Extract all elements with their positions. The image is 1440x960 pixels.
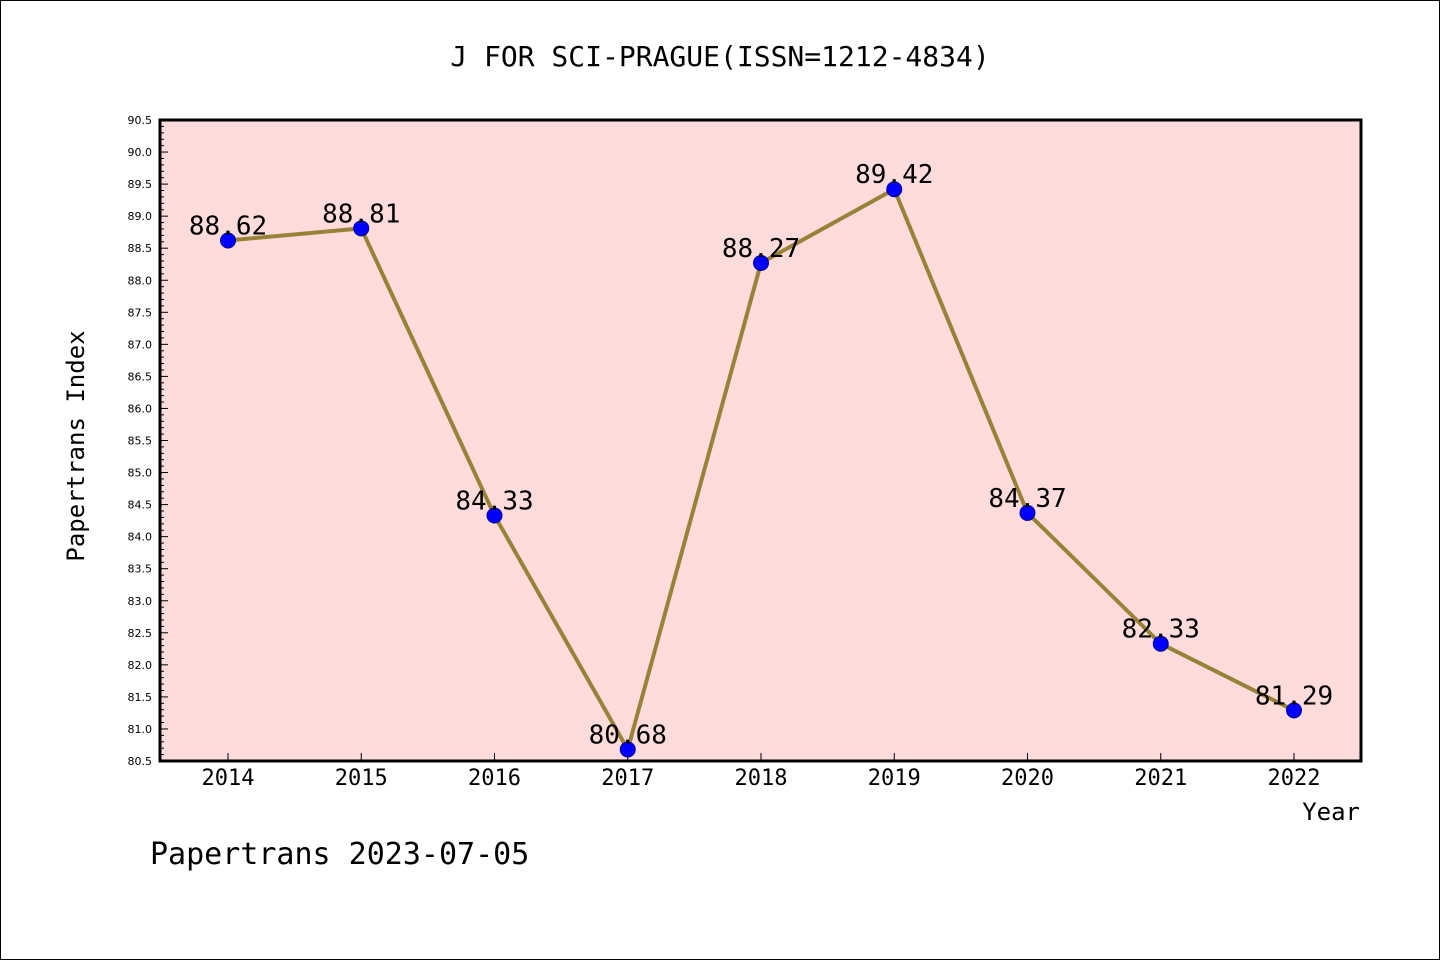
y-tick-label: 90.5 (128, 114, 153, 127)
y-tick-label: 90.0 (128, 146, 153, 159)
data-label: 89.42 (855, 160, 933, 190)
y-tick-label: 88.5 (128, 242, 153, 255)
y-axis: 80.5 81.0 81.5 82.0 82.5 83.0 83.5 84.0 84.5 85.0… (128, 114, 168, 768)
data-label: 84.33 (455, 486, 533, 516)
data-point (220, 232, 236, 249)
y-axis-label: Papertrans Index (62, 330, 90, 561)
y-tick-label: 81.0 (128, 723, 153, 736)
x-axis: 2014 2015 2016 2017 2018 2019 2020 2021 2022 (202, 753, 1321, 791)
y-tick-label: 88.0 (128, 274, 153, 287)
data-label: 82.33 (1122, 615, 1200, 645)
data-points (220, 181, 1302, 758)
x-tick-label: 2022 (1268, 766, 1321, 791)
data-point (1019, 504, 1036, 521)
data-point (619, 741, 636, 758)
data-label: 88.62 (189, 212, 267, 242)
x-tick-label: 2016 (468, 766, 521, 791)
y-tick-label: 89.5 (128, 178, 153, 191)
data-label: 88.27 (722, 234, 800, 264)
data-label: 81.29 (1255, 681, 1333, 711)
x-tick-label: 2019 (868, 766, 921, 791)
x-tick-label: 2017 (601, 766, 654, 791)
x-tick-label: 2015 (335, 766, 388, 791)
data-point (1152, 635, 1169, 652)
data-label: 80.68 (589, 720, 667, 750)
y-tick-label: 84.0 (128, 531, 153, 544)
x-tick-label: 2014 (202, 766, 255, 791)
y-tick-label: 85.0 (128, 467, 153, 480)
x-tick-label: 2020 (1001, 766, 1054, 791)
y-tick-label: 83.0 (128, 595, 153, 608)
data-labels: 88.62 88.81 84.33 80.68 88.27 89.42 84.37 82.33… (189, 160, 1333, 750)
y-tick-label: 83.5 (128, 563, 153, 576)
data-point (486, 507, 503, 524)
watermark-text: Papertrans 2023-07-05 (150, 837, 529, 872)
y-tick-label: 84.5 (128, 499, 153, 512)
y-tick-label: 85.5 (128, 435, 153, 448)
data-point (886, 181, 903, 198)
y-tick-label: 81.5 (128, 691, 153, 704)
x-tick-label: 2018 (735, 766, 788, 791)
data-label: 84.37 (988, 484, 1066, 514)
chart-title: J FOR SCI-PRAGUE(ISSN=1212-4834) (450, 40, 989, 73)
data-point (1286, 702, 1302, 719)
y-tick-label: 89.0 (128, 210, 153, 223)
x-axis-label: Year (1302, 798, 1360, 826)
plot-border (158, 118, 1363, 763)
data-label: 88.81 (322, 199, 400, 229)
data-point (353, 220, 370, 237)
data-point (753, 254, 769, 271)
y-tick-label: 86.5 (128, 370, 153, 383)
y-tick-label: 86.0 (128, 402, 153, 415)
y-tick-label: 82.5 (128, 627, 153, 640)
y-tick-label: 80.5 (128, 755, 153, 768)
y-tick-label: 87.5 (128, 306, 153, 319)
y-tick-label: 87.0 (128, 338, 153, 351)
x-tick-label: 2021 (1134, 766, 1187, 791)
y-tick-label: 82.0 (128, 659, 153, 672)
